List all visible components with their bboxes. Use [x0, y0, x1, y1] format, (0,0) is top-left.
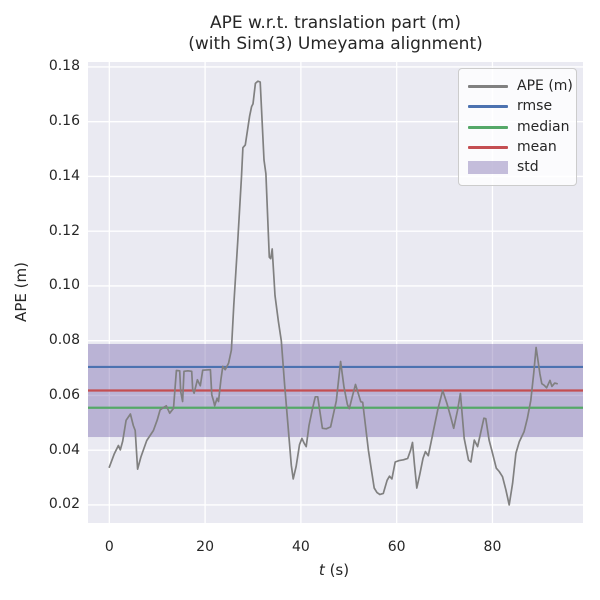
mean-line-swatch — [468, 145, 508, 149]
std-patch-swatch — [468, 161, 508, 174]
legend: APE (m) rmse median mean std — [458, 68, 577, 186]
x-axis-label-variable: t — [318, 561, 325, 579]
legend-item-rmse: rmse — [468, 99, 567, 114]
legend-item-mean: mean — [468, 138, 567, 155]
x-axis-label: t (s) — [319, 561, 349, 579]
legend-label-std: std — [517, 159, 539, 175]
legend-label-rmse: rmse — [517, 98, 553, 115]
y-axis-label: APE (m) — [12, 262, 30, 322]
ape-line-swatch — [468, 85, 508, 88]
legend-label-median: median — [517, 118, 570, 135]
ape-curve — [108, 80, 558, 506]
chart-title-line1: APE w.r.t. translation part (m) — [210, 13, 461, 33]
legend-label-mean: mean — [517, 138, 557, 155]
rmse-line-swatch — [468, 105, 508, 109]
median-line-swatch — [468, 125, 508, 129]
legend-item-std: std — [468, 160, 567, 175]
legend-item-ape: APE (m) — [468, 79, 573, 94]
x-axis-label-unit: (s) — [324, 561, 350, 579]
chart-title: APE w.r.t. translation part (m) (with Si… — [88, 13, 583, 55]
legend-item-median: median — [468, 118, 570, 135]
chart-title-line2: (with Sim(3) Umeyama alignment) — [188, 34, 483, 54]
legend-label-ape: APE (m) — [517, 78, 573, 94]
